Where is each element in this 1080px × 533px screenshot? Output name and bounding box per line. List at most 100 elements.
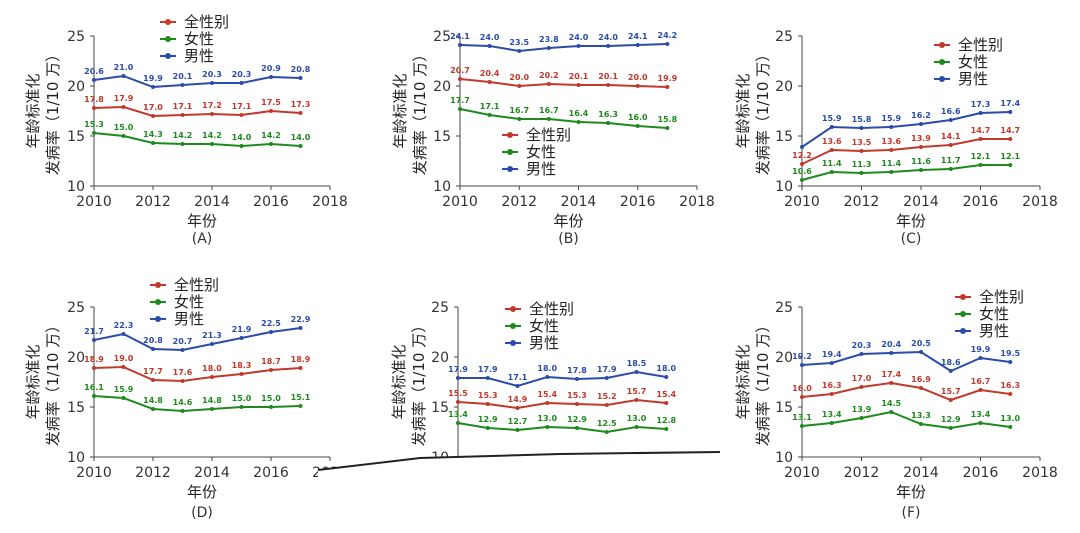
data-label: 15.5 [448,389,468,398]
data-label: 22.3 [114,321,134,330]
series-line [459,108,668,129]
x-tick-label: 2010 [76,465,112,481]
data-label: 15.0 [114,123,134,132]
data-label: 16.6 [941,107,961,116]
data-label: 18.0 [537,364,557,373]
x-tick-label: 2018 [1022,465,1058,481]
data-point [859,385,864,389]
data-label: 14.0 [232,133,252,142]
torn-paper-patch [318,452,760,533]
data-point [575,377,579,381]
legend-label: 女性 [529,317,559,335]
data-label: 12.2 [792,151,812,160]
y-tick-label: 15 [775,400,793,416]
legend-label: 男性 [174,310,204,328]
legend-label: 全性别 [958,36,1003,54]
chart-panel-5: 10152025年龄标准化发病率（1/10 万）15.515.314.915.4… [390,300,677,466]
data-point [92,131,96,135]
data-label: 15.8 [852,115,872,124]
data-label: 17.9 [448,365,468,374]
series-line [93,395,301,413]
data-label: 16.9 [911,375,931,384]
data-label: 11.4 [881,159,901,168]
data-label: 17.8 [567,366,587,375]
data-label: 12.9 [478,415,498,424]
data-label: 21.0 [114,63,134,72]
data-label: 20.8 [143,336,163,345]
data-label: 13.6 [822,137,842,146]
data-point [606,44,611,48]
y-tick-label: 25 [67,29,85,45]
data-point [800,178,804,182]
data-label: 24.1 [628,32,648,41]
y-tick-label: 20 [67,79,85,95]
data-label: 12.7 [508,417,528,426]
data-point [487,80,492,84]
data-label: 19.2 [792,352,812,361]
data-label: 20.8 [291,65,311,74]
data-point [576,44,581,48]
data-point [948,143,953,147]
data-label: 15.4 [537,390,557,399]
data-point [978,111,983,115]
data-point [1008,163,1013,167]
data-point [180,409,185,413]
data-point [515,428,520,432]
data-point [800,395,804,399]
y-tick-label: 20 [433,79,451,95]
data-point [606,121,611,125]
data-label: 18.9 [291,355,311,364]
data-point [1008,110,1013,114]
data-point [546,117,551,121]
data-point [239,405,244,409]
legend-label: 全性别 [979,288,1024,306]
data-point [919,386,923,390]
data-point [269,75,273,79]
data-label: 18.9 [84,355,104,364]
data-label: 20.1 [598,72,618,81]
data-point [180,113,185,117]
data-label: 20.3 [232,70,252,79]
legend-label: 全性别 [174,276,219,294]
data-point [859,171,864,175]
data-point [239,372,244,376]
y-tick-label: 10 [775,179,793,195]
x-tick-label: 2016 [620,194,656,210]
data-point [517,49,522,53]
data-label: 12.8 [656,416,676,425]
series-line [801,164,1011,181]
data-point [859,352,864,356]
data-point [889,351,894,355]
legend-label: 男性 [526,160,556,178]
x-tick-label: 2016 [253,465,289,481]
y-tick-label: 15 [433,129,451,145]
x-tick-label: 2014 [194,465,230,481]
legend-label: 女性 [526,143,556,161]
data-point [800,145,804,149]
data-point [919,168,923,172]
data-label: 11.7 [941,156,961,165]
data-point [545,401,550,405]
data-label: 14.2 [173,131,193,140]
data-label: 24.0 [569,33,589,42]
chart-panel-2: 10 15 20 25 2010 2012 2014 2016 2018 年龄标准化 发病率（1/1… [391,29,715,247]
data-point [458,43,462,47]
data-label: 17.9 [597,365,617,374]
data-label: 17.4 [881,370,901,379]
data-label: 15.2 [597,392,617,401]
data-point [664,375,669,379]
data-point [485,426,490,430]
data-point [635,43,640,47]
data-point [634,425,639,429]
data-point [180,348,185,352]
data-label: 15.8 [658,115,678,124]
legend-label: 男性 [958,70,988,88]
data-point [800,363,804,367]
data-point [121,396,126,400]
y-tick-label: 10 [775,450,793,466]
y-axis-title: 年龄标准化 [734,344,752,419]
data-label: 13.0 [1000,414,1020,423]
data-point [210,375,214,379]
data-point [665,42,670,46]
